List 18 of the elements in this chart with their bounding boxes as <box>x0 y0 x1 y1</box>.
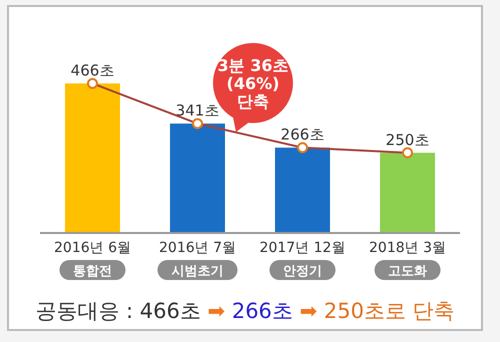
bar <box>380 152 435 233</box>
data-label: 250초 <box>386 130 430 149</box>
bar <box>170 124 225 233</box>
data-label: 341초 <box>176 102 220 120</box>
x-tick-label: 2016년 6월 <box>54 240 131 256</box>
annotation: 3분 36초 (46%) 단축 <box>218 56 288 111</box>
x-tick-label: 2016년 7월 <box>159 240 236 256</box>
text: 시범초기 <box>172 264 224 279</box>
text: 통합전 <box>73 264 112 279</box>
bar <box>275 148 330 233</box>
text: 공동대응 : 466초 ➡ 266초 ➡ 250초로 단축 <box>35 299 455 323</box>
data-label: 266초 <box>280 126 324 144</box>
bar <box>65 83 120 233</box>
text: 안정기 <box>283 264 322 279</box>
text: 고도화 <box>388 264 427 279</box>
x-tick-label: 2017년 12월 <box>260 240 346 256</box>
data-label: 466초 <box>70 61 114 80</box>
x-tick-label: 2018년 3월 <box>369 240 446 256</box>
